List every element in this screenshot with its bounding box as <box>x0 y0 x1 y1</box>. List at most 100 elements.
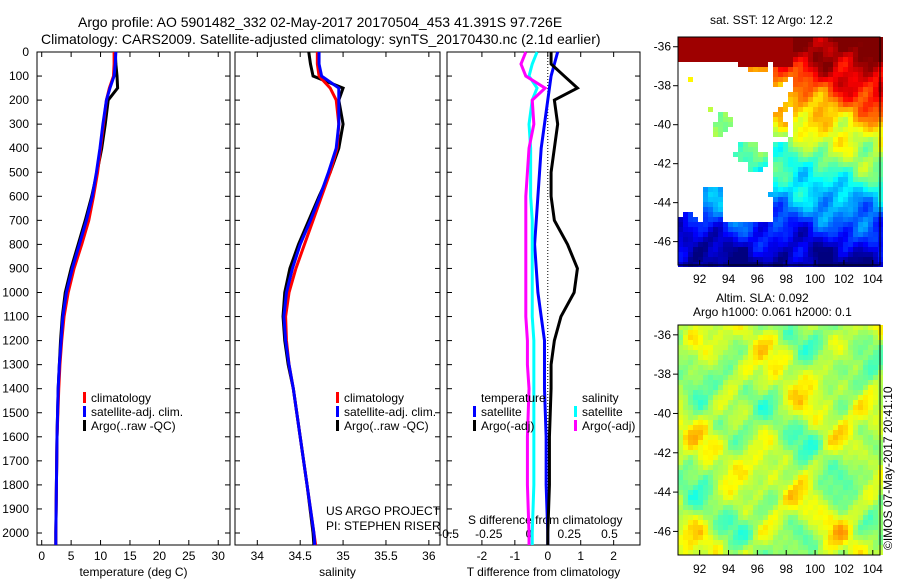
s-tick-label: 0.25 <box>558 527 582 541</box>
map-cell <box>858 137 863 142</box>
map-cell <box>718 147 723 152</box>
map-cell <box>698 420 703 425</box>
map-cell <box>703 52 708 57</box>
map-cell <box>678 222 683 227</box>
map-cell <box>853 117 858 122</box>
map-cell <box>768 212 773 217</box>
map-cell <box>773 430 778 435</box>
map-cell <box>693 460 698 465</box>
map-cell <box>693 450 698 455</box>
map-cell <box>723 520 728 525</box>
map-cell <box>698 122 703 127</box>
map-cell <box>803 330 808 335</box>
map-cell <box>743 330 748 335</box>
map-cell <box>858 202 863 207</box>
map-cell <box>733 515 738 520</box>
map-cell <box>818 505 823 510</box>
map-cell <box>788 475 793 480</box>
map-cell <box>808 460 813 465</box>
map-cell <box>723 550 728 555</box>
map-cell <box>678 415 683 420</box>
map-cell <box>678 152 683 157</box>
map-cell <box>763 350 768 355</box>
map-cell <box>838 355 843 360</box>
map-cell <box>748 177 753 182</box>
map-cell <box>748 405 753 410</box>
map-cell <box>848 72 853 77</box>
map-cell <box>798 340 803 345</box>
x-tick-label: 30 <box>212 549 226 563</box>
map-cell <box>788 247 793 252</box>
map-cell <box>873 127 878 132</box>
map-cell <box>718 410 723 415</box>
map-cell <box>768 37 773 42</box>
map-cell <box>763 187 768 192</box>
map-cell <box>818 350 823 355</box>
map-cell <box>763 360 768 365</box>
map-cell <box>753 82 758 87</box>
map-cell <box>818 87 823 92</box>
map-cell <box>738 515 743 520</box>
map-cell <box>848 325 853 330</box>
map-cell <box>833 380 838 385</box>
map-cell <box>763 410 768 415</box>
map-cell <box>783 390 788 395</box>
map-cell <box>803 217 808 222</box>
map-cell <box>833 212 838 217</box>
map-cell <box>838 415 843 420</box>
map-cell <box>738 222 743 227</box>
map-cell <box>808 182 813 187</box>
map-cell <box>868 152 873 157</box>
map-cell <box>783 550 788 555</box>
map-cell <box>818 465 823 470</box>
map-cell <box>738 162 743 167</box>
map-cell <box>803 405 808 410</box>
map-cell <box>703 540 708 545</box>
map-cell <box>728 545 733 550</box>
map-cell <box>863 440 868 445</box>
map-cell <box>838 380 843 385</box>
map-cell <box>808 132 813 137</box>
map-cell <box>838 400 843 405</box>
map-cell <box>863 465 868 470</box>
map-cell <box>823 545 828 550</box>
map-cell <box>678 257 683 262</box>
map-cell <box>858 72 863 77</box>
map-cell <box>683 77 688 82</box>
map-cell <box>873 67 878 72</box>
map-cell <box>743 355 748 360</box>
map-cell <box>723 152 728 157</box>
map-cell <box>868 450 873 455</box>
map-cell <box>768 97 773 102</box>
map-cell <box>713 545 718 550</box>
map-cell <box>723 410 728 415</box>
map-cell <box>843 515 848 520</box>
map-cell <box>813 440 818 445</box>
map-cell <box>698 440 703 445</box>
map-cell <box>733 490 738 495</box>
map-cell <box>743 257 748 262</box>
map-cell <box>868 365 873 370</box>
map-cell <box>688 420 693 425</box>
map-cell <box>738 197 743 202</box>
map-cell <box>803 350 808 355</box>
map-cell <box>753 132 758 137</box>
map-cell <box>733 420 738 425</box>
map-cell <box>688 400 693 405</box>
map-cell <box>798 72 803 77</box>
map-cell <box>803 237 808 242</box>
map-cell <box>853 355 858 360</box>
map-cell <box>848 57 853 62</box>
map-cell <box>848 37 853 42</box>
map-cell <box>848 87 853 92</box>
map-cell <box>728 107 733 112</box>
map-cell <box>778 252 783 257</box>
map-cell <box>678 57 683 62</box>
map-cell <box>743 460 748 465</box>
map-cell <box>678 72 683 77</box>
map-cell <box>773 500 778 505</box>
map-cell <box>728 415 733 420</box>
map-cell <box>793 222 798 227</box>
map-cell <box>718 247 723 252</box>
map-cell <box>803 325 808 330</box>
